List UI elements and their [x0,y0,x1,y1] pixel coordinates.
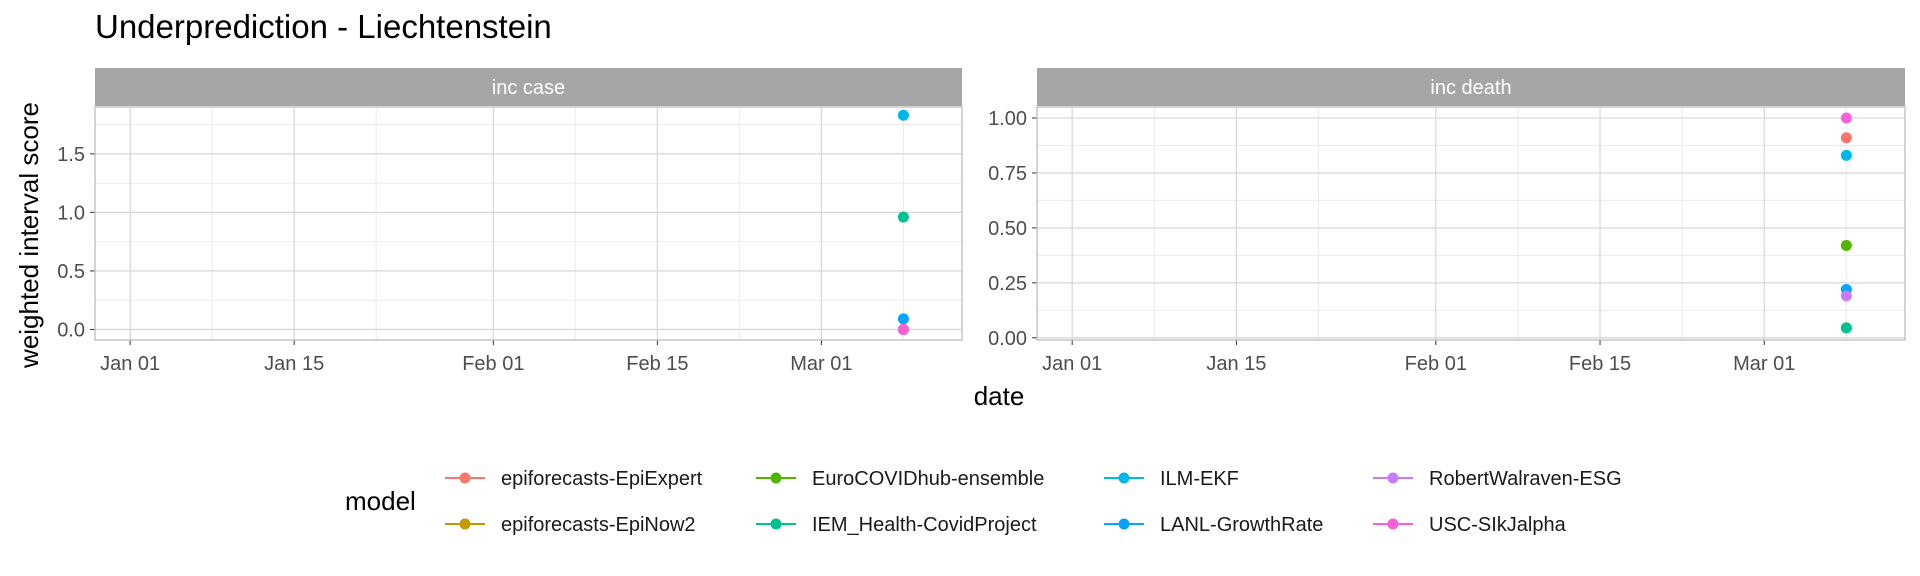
x-tick-label: Feb 15 [1569,353,1631,375]
legend-key-point [459,472,471,484]
legend-title: model [345,486,416,516]
legend-item: EuroCOVIDhub-ensemble [756,468,1044,490]
legend-key-point [1387,518,1399,530]
x-tick-label: Jan 01 [1042,353,1102,375]
point-usc-sikjalpha [1840,112,1852,124]
panel-inc-death: inc death Jan 01 Jan 15 Feb 01 Feb 15 Mar 01 0… [988,68,1906,375]
legend-label: RobertWalraven-ESG [1429,468,1622,490]
panel-inc-case: inc case Jan 01 Jan 15 Feb 01 Feb 15 Mar 01 0.… [57,68,963,375]
facet-strip [95,68,962,106]
legend-label: EuroCOVIDhub-ensemble [812,468,1044,490]
point-epiforecasts-epiexpert [1840,132,1852,144]
x-tick-label: Feb 15 [626,353,688,375]
panel-border [1036,106,1906,341]
panel-border [94,106,963,341]
legend-key-point [459,518,471,530]
y-tick-label: 1.5 [57,144,85,166]
y-axis-title: weighted interval score [14,102,44,369]
x-tick-label: Feb 01 [462,353,524,375]
legend-label: ILM-EKF [1160,468,1239,490]
legend-item: epiforecasts-EpiNow2 [445,514,696,536]
facet-strip [1037,68,1905,106]
y-tick-label: 1.00 [988,108,1027,130]
legend-item: ILM-EKF [1104,468,1239,490]
x-tick-label: Jan 15 [1206,353,1266,375]
y-tick-label: 1.0 [57,202,85,224]
facet-strip-label: inc death [1430,77,1511,99]
point-ilm-ekf [1840,149,1852,161]
legend-item: RobertWalraven-ESG [1373,468,1622,490]
legend: epiforecasts-EpiExpert epiforecasts-EpiNo… [445,468,1622,536]
legend-key-point [1118,472,1130,484]
x-tick-label: Mar 01 [790,353,852,375]
legend-key-point [1118,518,1130,530]
chart-title: Underprediction - Liechtenstein [95,8,552,45]
legend-key-point [1387,472,1399,484]
legend-item: LANL-GrowthRate [1104,514,1323,536]
y-tick-label: 0.50 [988,218,1027,240]
point-usc-sikjalpha [897,323,909,335]
y-tick-label: 0.75 [988,163,1027,185]
y-tick-label: 0.5 [57,261,85,283]
facet-strip-label: inc case [492,77,565,99]
x-axis-title: date [974,381,1025,411]
point-lanl-growthrate [897,313,909,325]
legend-item: IEM_Health-CovidProject [756,514,1037,536]
x-tick-label: Jan 01 [100,353,160,375]
legend-key-point [770,472,782,484]
point-eurocovidhub-ensemble [1840,239,1852,251]
legend-item: USC-SIkJalpha [1373,514,1567,536]
legend-label: epiforecasts-EpiNow2 [501,514,696,536]
legend-item: epiforecasts-EpiExpert [445,468,703,490]
x-tick-label: Mar 01 [1733,353,1795,375]
legend-label: USC-SIkJalpha [1429,514,1567,536]
x-tick-label: Feb 01 [1405,353,1467,375]
legend-label: epiforecasts-EpiExpert [501,468,703,490]
point-ilm-ekf [897,109,909,121]
x-tick-label: Jan 15 [264,353,324,375]
y-tick-label: 0.25 [988,273,1027,295]
legend-key-point [770,518,782,530]
legend-label: LANL-GrowthRate [1160,514,1323,536]
y-tick-label: 0.00 [988,328,1027,350]
point-iem-health-covidproject [1840,322,1852,334]
point-iem-health-covidproject [897,211,909,223]
y-tick-label: 0.0 [57,319,85,341]
legend-label: IEM_Health-CovidProject [812,514,1037,536]
point-robertwalraven-esg [1840,290,1852,302]
